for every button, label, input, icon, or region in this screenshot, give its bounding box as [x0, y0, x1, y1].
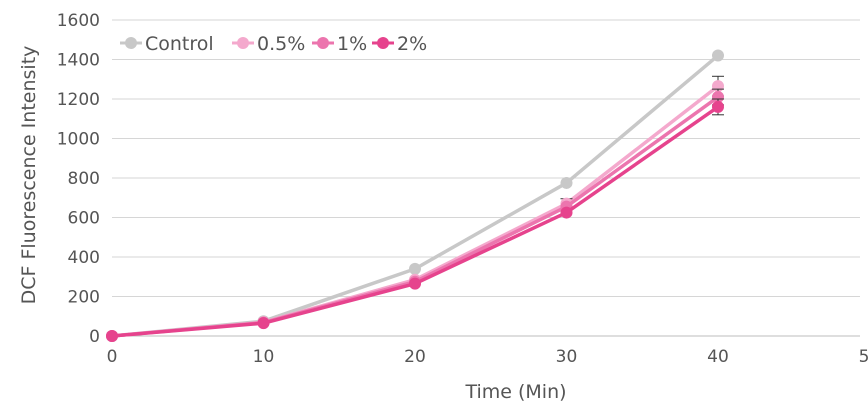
legend-label: Control [145, 33, 214, 55]
series-1 [106, 49, 724, 342]
data-point [409, 262, 421, 275]
x-axis-ticks: 0 10 20 30 40 50 [107, 347, 868, 367]
data-point [257, 317, 270, 330]
data-point [712, 49, 724, 62]
y-axis-ticks: 0 200 400 600 800 1000 1200 1400 1600 [57, 11, 100, 347]
x-tick-label: 40 [707, 347, 729, 367]
legend-item-2: 0.5% [232, 33, 305, 55]
grid-lines [112, 19, 860, 337]
legend-marker [377, 37, 389, 49]
y-tick-label: 1200 [57, 90, 100, 110]
x-tick-label: 50 [859, 347, 868, 367]
y-tick-label: 400 [68, 248, 100, 268]
x-tick-label: 10 [253, 347, 275, 367]
series-line [111, 105, 720, 338]
legend: Control 0.5% 1% 2% [120, 33, 427, 55]
legend-marker [237, 37, 249, 49]
x-axis-title: Time (Min) [464, 381, 566, 403]
legend-marker [125, 37, 137, 49]
data-point [712, 91, 724, 104]
data-point [560, 206, 573, 219]
legend-label: 1% [337, 33, 367, 55]
legend-label: 0.5% [257, 33, 305, 55]
y-tick-label: 200 [68, 288, 100, 308]
x-tick-label: 0 [107, 347, 118, 367]
x-tick-label: 20 [404, 347, 426, 367]
data-point [712, 100, 724, 113]
y-tick-label: 800 [68, 169, 100, 189]
data-point [409, 277, 421, 290]
legend-item-3: 1% [312, 33, 367, 55]
series-line [111, 84, 720, 338]
y-tick-label: 1600 [57, 11, 100, 31]
y-tick-label: 1000 [57, 130, 100, 150]
data-point [560, 176, 573, 189]
series-2 [106, 75, 724, 342]
legend-marker [317, 37, 329, 49]
y-tick-label: 1400 [57, 51, 100, 71]
x-tick-label: 30 [556, 347, 578, 367]
legend-item-1: Control [120, 33, 214, 55]
series-line [111, 54, 720, 338]
data-point [106, 330, 118, 342]
y-tick-label: 0 [89, 327, 100, 347]
y-axis-title: DCF Fluorescence Intensity [18, 46, 40, 305]
y-tick-label: 600 [68, 209, 100, 229]
legend-item-4: 2% [372, 33, 427, 55]
series-layer [106, 49, 724, 342]
legend-label: 2% [397, 33, 427, 55]
series-4 [106, 98, 724, 342]
